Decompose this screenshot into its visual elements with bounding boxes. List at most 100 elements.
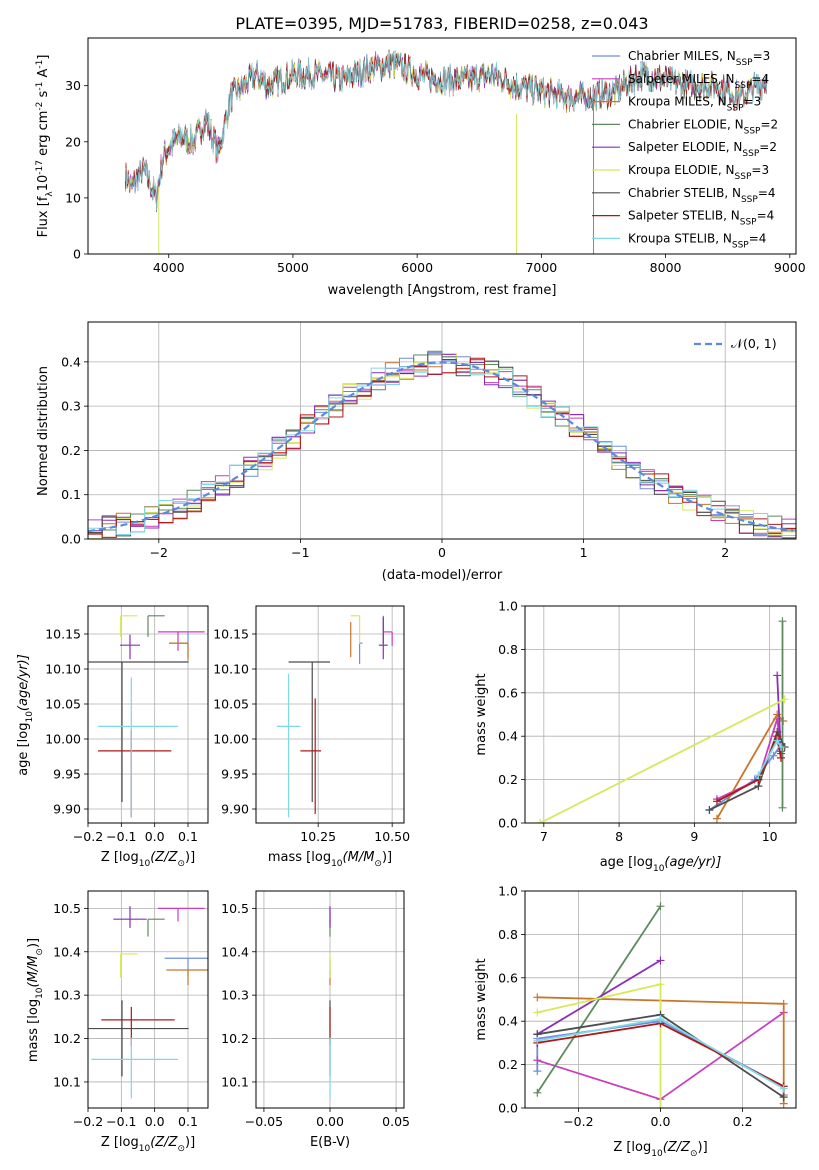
weight-marker <box>712 814 721 823</box>
weight-marker <box>778 617 787 626</box>
y-tick-label: 30 <box>65 78 81 93</box>
x-tick-label: 0.00 <box>316 1114 344 1129</box>
x-tick-label: 2 <box>721 545 729 560</box>
x-axis-label: age [log10(age/yr)] <box>600 855 722 874</box>
weight-marker <box>656 902 665 911</box>
y-tick-label: 9.95 <box>221 767 249 782</box>
panel-age_vs_Z: −0.2 −0.1 0.0 0.1 9.90 9.95 10.00 10.05 10.10 10.… <box>16 605 209 869</box>
y-tick-label: 0.0 <box>61 532 81 547</box>
y-tick-label: 9.90 <box>53 802 81 817</box>
y-tick-label: 10.00 <box>213 732 249 747</box>
x-tick-label: 10.50 <box>374 829 410 844</box>
x-tick-label: 0.1 <box>178 1114 198 1129</box>
histogram-series-4 <box>88 353 796 534</box>
x-tick-label: 0.2 <box>733 1114 753 1129</box>
y-tick-label: 10.3 <box>53 988 81 1003</box>
y-tick-label: 1.0 <box>498 599 518 614</box>
weight-marker <box>656 980 665 989</box>
panel-age_vs_mass: 10.25 10.50 9.90 9.95 10.00 10.05 10.10 10.15 ma… <box>213 605 410 869</box>
axes-frame <box>87 890 209 1109</box>
y-tick-label: 0.2 <box>61 443 81 458</box>
axes-frame <box>87 605 209 824</box>
y-tick-label: 10.4 <box>53 944 81 959</box>
legend-label-3: Chabrier ELODIE, NSSP=2 <box>628 117 778 136</box>
plot-area <box>88 350 796 539</box>
weight-marker <box>779 999 788 1008</box>
x-tick-label: 8 <box>615 829 623 844</box>
weight-marker <box>780 695 789 704</box>
y-tick-label: 10.15 <box>213 627 249 642</box>
weight-marker <box>773 671 782 680</box>
x-tick-label: −0.05 <box>245 1114 283 1129</box>
y-tick-label: 10.00 <box>45 732 81 747</box>
x-tick-label: 0 <box>438 545 446 560</box>
legend-label-4: Salpeter ELODIE, NSSP=2 <box>628 140 777 159</box>
weight-marker <box>773 736 782 745</box>
legend-label-2: Kroupa MILES, NSSP=3 <box>628 95 761 114</box>
x-tick-label: 9 <box>690 829 698 844</box>
y-tick-label: 10.10 <box>213 662 249 677</box>
y-tick-label: 10.4 <box>221 944 249 959</box>
y-tick-label: 10.10 <box>45 662 81 677</box>
x-tick-label: 7000 <box>525 260 557 275</box>
y-tick-label: 0.3 <box>61 399 81 414</box>
x-tick-label: −0.2 <box>563 1114 593 1129</box>
legend-label-5: Kroupa ELODIE, NSSP=3 <box>628 163 769 182</box>
axes-frame <box>524 605 797 824</box>
histogram-series-7 <box>88 357 796 538</box>
weight-marker <box>536 819 545 823</box>
y-tick-label: 10.5 <box>221 901 249 916</box>
y-tick-label: 0.0 <box>498 1101 518 1116</box>
x-tick-label: −0.1 <box>106 829 136 844</box>
x-axis-label: Z [log10(Z/Z⊙)] <box>101 1135 195 1154</box>
legend-label-7: Salpeter STELIB, NSSP=4 <box>628 209 774 228</box>
plot-area <box>124 49 768 254</box>
y-tick-label: 10.3 <box>221 988 249 1003</box>
weight-marker <box>754 771 763 780</box>
weight-marker <box>769 751 778 760</box>
legend-label-gaussian: 𝒩(0, 1) <box>731 336 777 351</box>
x-tick-label: 1 <box>580 545 588 560</box>
x-axis-label: E(B-V) <box>310 1135 350 1150</box>
x-axis-label: mass [log10(M/M⊙)] <box>268 850 392 869</box>
y-tick-label: 9.90 <box>221 802 249 817</box>
y-tick-label: 0.1 <box>61 487 81 502</box>
y-tick-label: 0.2 <box>498 1057 518 1072</box>
weight-marker <box>778 803 787 812</box>
y-tick-label: 10.2 <box>221 1031 249 1046</box>
plot-area <box>536 617 789 823</box>
legend-label-1: Salpeter MILES, NSSP=4 <box>628 72 769 91</box>
y-tick-label: 10.1 <box>221 1074 249 1089</box>
weight-marker <box>776 743 785 752</box>
y-tick-label: 0.4 <box>498 1014 518 1029</box>
y-tick-label: 10 <box>65 190 81 205</box>
figure-title: PLATE=0395, MJD=51783, FIBERID=0258, z=0… <box>235 14 648 33</box>
x-axis-label: wavelength [Angstrom, rest frame] <box>328 283 557 298</box>
x-tick-label: −0.1 <box>106 1114 136 1129</box>
panel-residual_histogram: −2 −1 0 1 2 0.0 0.1 0.2 0.3 0.4 𝒩(0, 1) (data-model… <box>36 321 797 583</box>
legend: Chabrier MILES, NSSP=3 Salpeter MILES, NS… <box>592 49 778 250</box>
y-tick-label: 10.5 <box>53 901 81 916</box>
x-tick-label: 4000 <box>153 260 185 275</box>
weight-marker <box>656 956 665 965</box>
x-tick-label: 10 <box>762 829 778 844</box>
y-tick-label: 10.2 <box>53 1031 81 1046</box>
y-tick-label: 0.8 <box>498 642 518 657</box>
y-tick-label: 20 <box>65 134 81 149</box>
spectrum-line-8 <box>124 51 768 211</box>
plot-area <box>533 902 788 1108</box>
x-tick-label: 0.0 <box>145 1114 165 1129</box>
plot-area <box>88 906 208 1099</box>
x-tick-label: 8000 <box>650 260 682 275</box>
weight-line-3 <box>536 905 662 1094</box>
legend-label-0: Chabrier MILES, NSSP=3 <box>628 49 770 68</box>
weight-marker <box>533 1036 542 1045</box>
x-tick-label: 10.25 <box>300 829 336 844</box>
panel-mass_vs_ebv: −0.05 0.00 0.05 10.1 10.2 10.3 10.4 10.5 E(B-V) <box>221 890 410 1150</box>
weight-marker <box>712 797 721 806</box>
weight-marker <box>779 1093 788 1102</box>
x-axis-label: (data-model)/error <box>382 568 503 583</box>
x-tick-label: 7 <box>540 829 548 844</box>
axes-frame <box>87 37 797 255</box>
y-axis-label: Flux [fλ10-17 erg cm-2 s-1 A-1] <box>35 55 55 238</box>
